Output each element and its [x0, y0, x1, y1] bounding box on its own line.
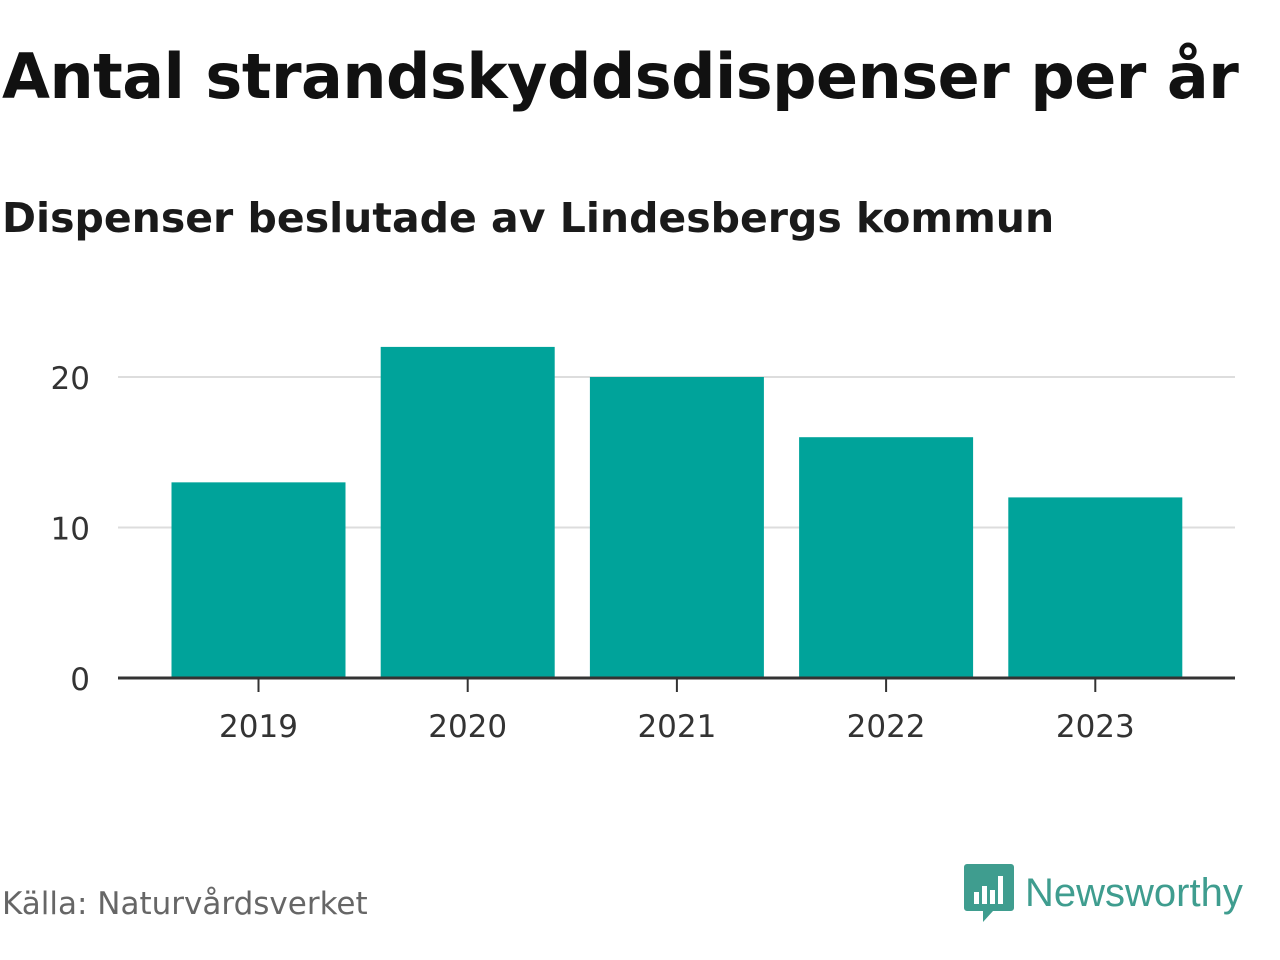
brand-logo[interactable]: Newsworthy — [963, 862, 1243, 924]
y-tick-label: 20 — [51, 361, 90, 397]
bar — [799, 437, 974, 678]
brand-name: Newsworthy — [1025, 870, 1243, 915]
chart-subtitle: Dispenser beslutade av Lindesbergs kommu… — [2, 194, 1055, 242]
x-tick-label: 2021 — [637, 709, 716, 745]
chart-title: Antal strandskyddsdispenser per år — [2, 40, 1239, 113]
y-tick-label: 10 — [51, 512, 90, 548]
bar — [589, 377, 764, 678]
bar — [1008, 497, 1183, 678]
y-tick-label: 0 — [70, 662, 90, 698]
newsworthy-logo-icon — [964, 864, 1014, 922]
source-note: Källa: Naturvårdsverket — [2, 886, 368, 922]
x-tick-label: 2019 — [219, 709, 298, 745]
x-tick-label: 2020 — [428, 709, 507, 745]
x-tick-label: 2023 — [1056, 709, 1135, 745]
x-tick-label: 2022 — [847, 709, 926, 745]
bar — [380, 346, 555, 678]
bar — [171, 482, 346, 678]
